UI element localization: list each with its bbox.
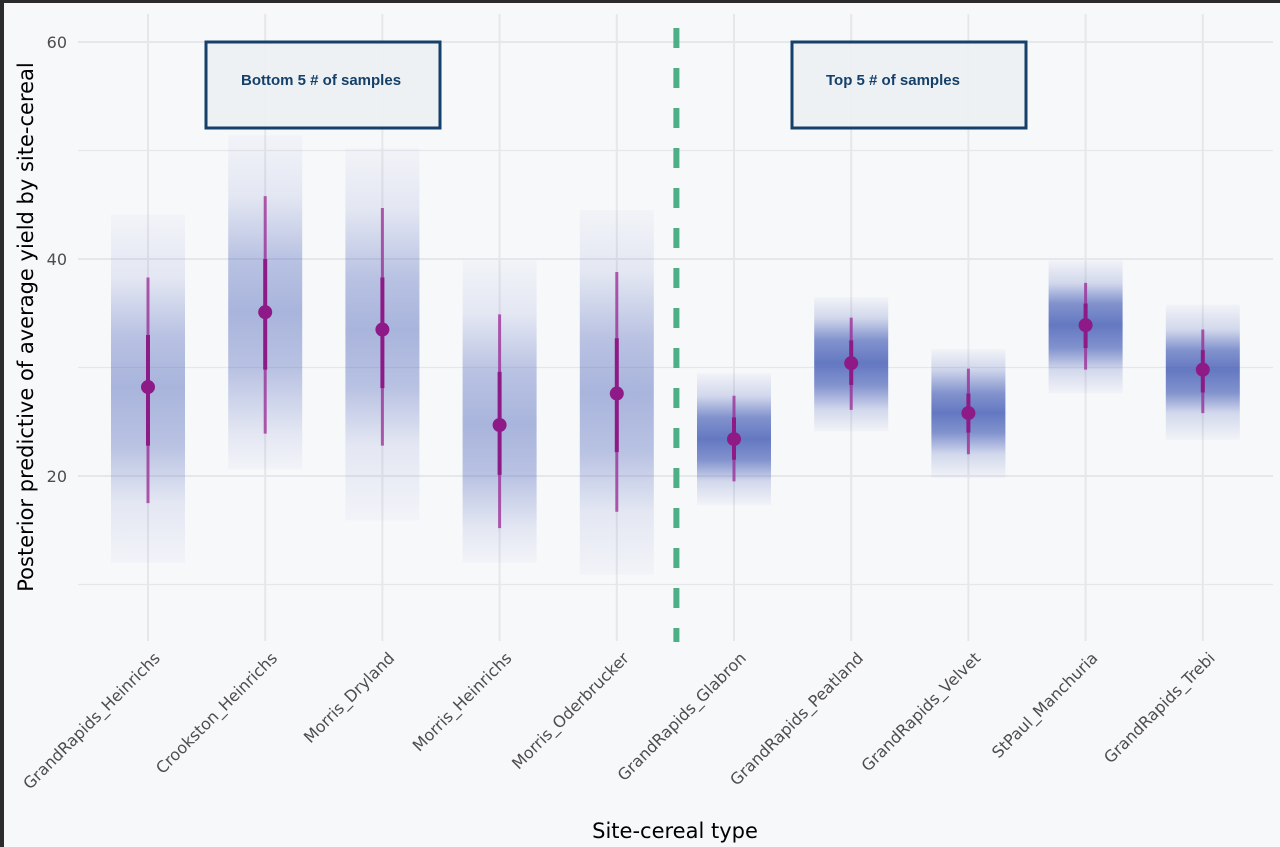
x-tick-label: GrandRapids_Glabron (614, 648, 751, 785)
y-tick-label: 40 (47, 250, 67, 269)
chart: Bottom 5 # of samples Top 5 # of samples… (14, 14, 1273, 843)
x-tick-label: Morris_Heinrichs (409, 648, 516, 755)
median-point (844, 356, 859, 371)
x-axis-title: Site-cereal type (592, 819, 758, 843)
median-point (141, 380, 155, 395)
annotation-bottom-5: Bottom 5 # of samples (241, 72, 401, 89)
median-point (961, 406, 976, 421)
x-tick-label: GrandRapids_Heinrichs (19, 648, 164, 793)
x-tick-label: Crookston_Heinrichs (152, 648, 282, 778)
median-points (141, 305, 1210, 447)
median-point (609, 386, 624, 401)
annotation-top-5: Top 5 # of samples (826, 72, 960, 89)
x-tick-label: StPaul_Manchuria (988, 648, 1102, 762)
median-point (258, 305, 273, 320)
median-point (492, 418, 507, 433)
median-point (727, 432, 741, 447)
y-tick-labels: 20 40 60 (47, 33, 67, 486)
y-tick-label: 60 (47, 33, 67, 52)
median-point (375, 322, 390, 337)
annotations: Bottom 5 # of samples Top 5 # of samples (204, 40, 1028, 130)
x-tick-label: GrandRapids_Velvet (857, 648, 985, 776)
x-tick-label: GrandRapids_Peatland (726, 648, 868, 790)
x-tick-label: GrandRapids_Trebi (1100, 648, 1219, 767)
annotation-box-top (790, 40, 1028, 130)
median-point (1078, 318, 1093, 333)
median-point (1195, 362, 1210, 377)
chart-frame: Bottom 5 # of samples Top 5 # of samples… (4, 3, 1280, 847)
x-tick-labels: GrandRapids_HeinrichsCrookston_Heinrichs… (19, 648, 1219, 794)
y-axis-title: Posterior predictive of average yield by… (14, 62, 38, 592)
x-tick-label: Morris_Dryland (300, 648, 399, 747)
annotation-box-bottom (204, 40, 442, 130)
y-tick-label: 20 (47, 467, 67, 486)
x-tick-label: Morris_Oderbrucker (508, 648, 634, 774)
